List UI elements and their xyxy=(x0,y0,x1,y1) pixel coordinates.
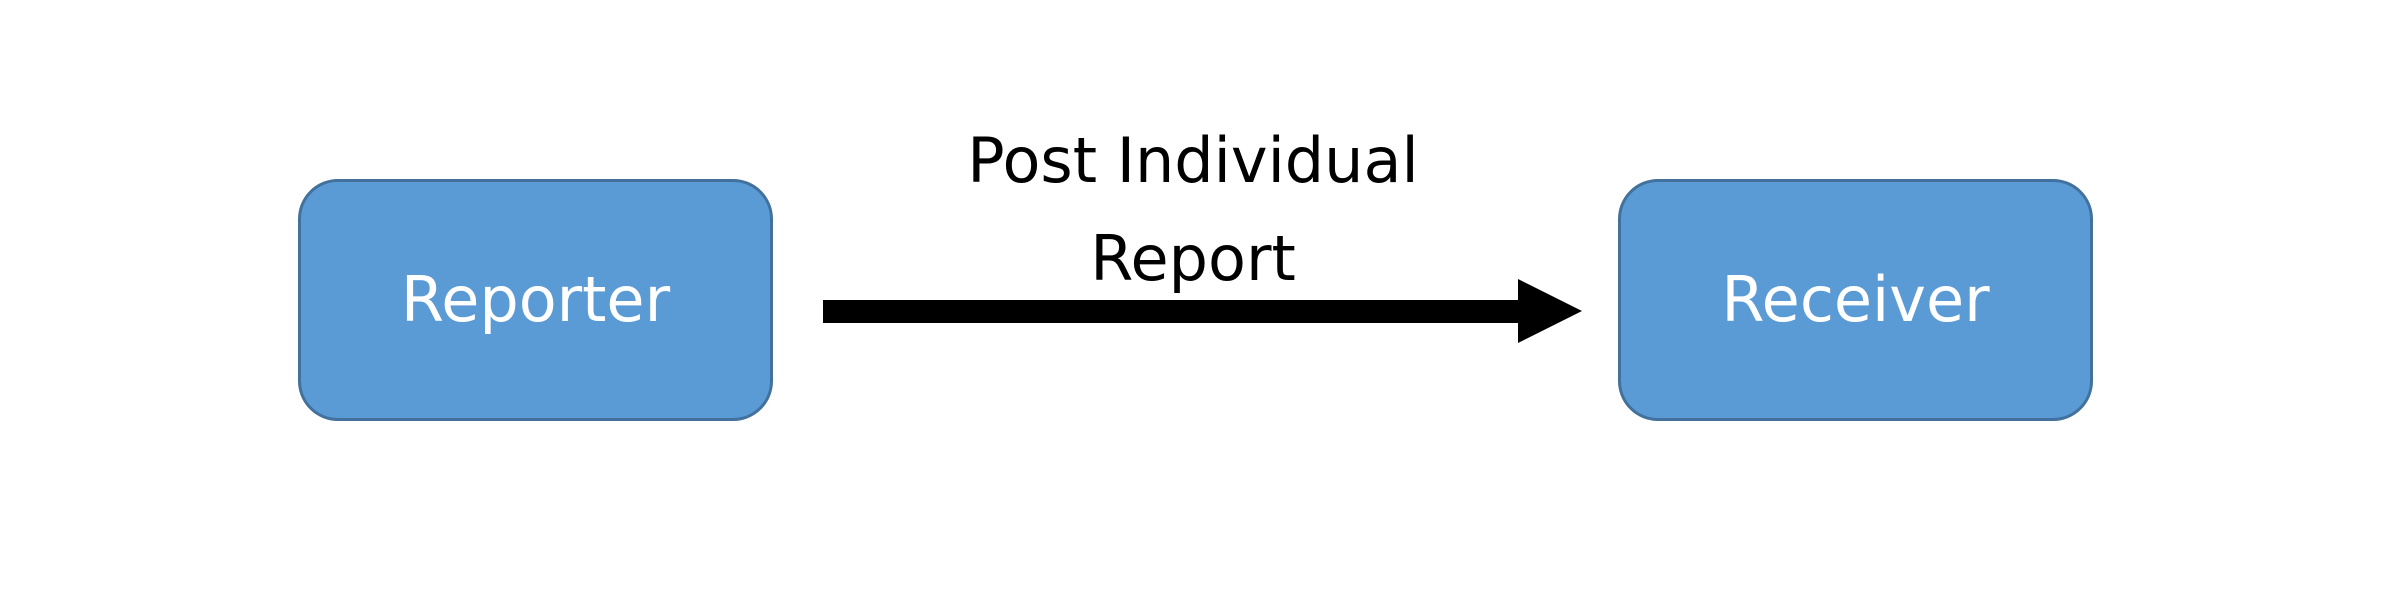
reporter-node-label: Reporter xyxy=(400,263,671,336)
reporter-node: Reporter xyxy=(298,179,773,421)
edge-label-line-2: Report xyxy=(1090,222,1296,295)
receiver-node: Receiver xyxy=(1618,179,2093,421)
arrow-shaft xyxy=(823,300,1523,323)
edge-label: Post Individual Report xyxy=(893,112,1493,308)
arrow-head xyxy=(1518,279,1582,343)
edge-label-line-1: Post Individual xyxy=(967,124,1419,197)
receiver-node-label: Receiver xyxy=(1721,263,1990,336)
